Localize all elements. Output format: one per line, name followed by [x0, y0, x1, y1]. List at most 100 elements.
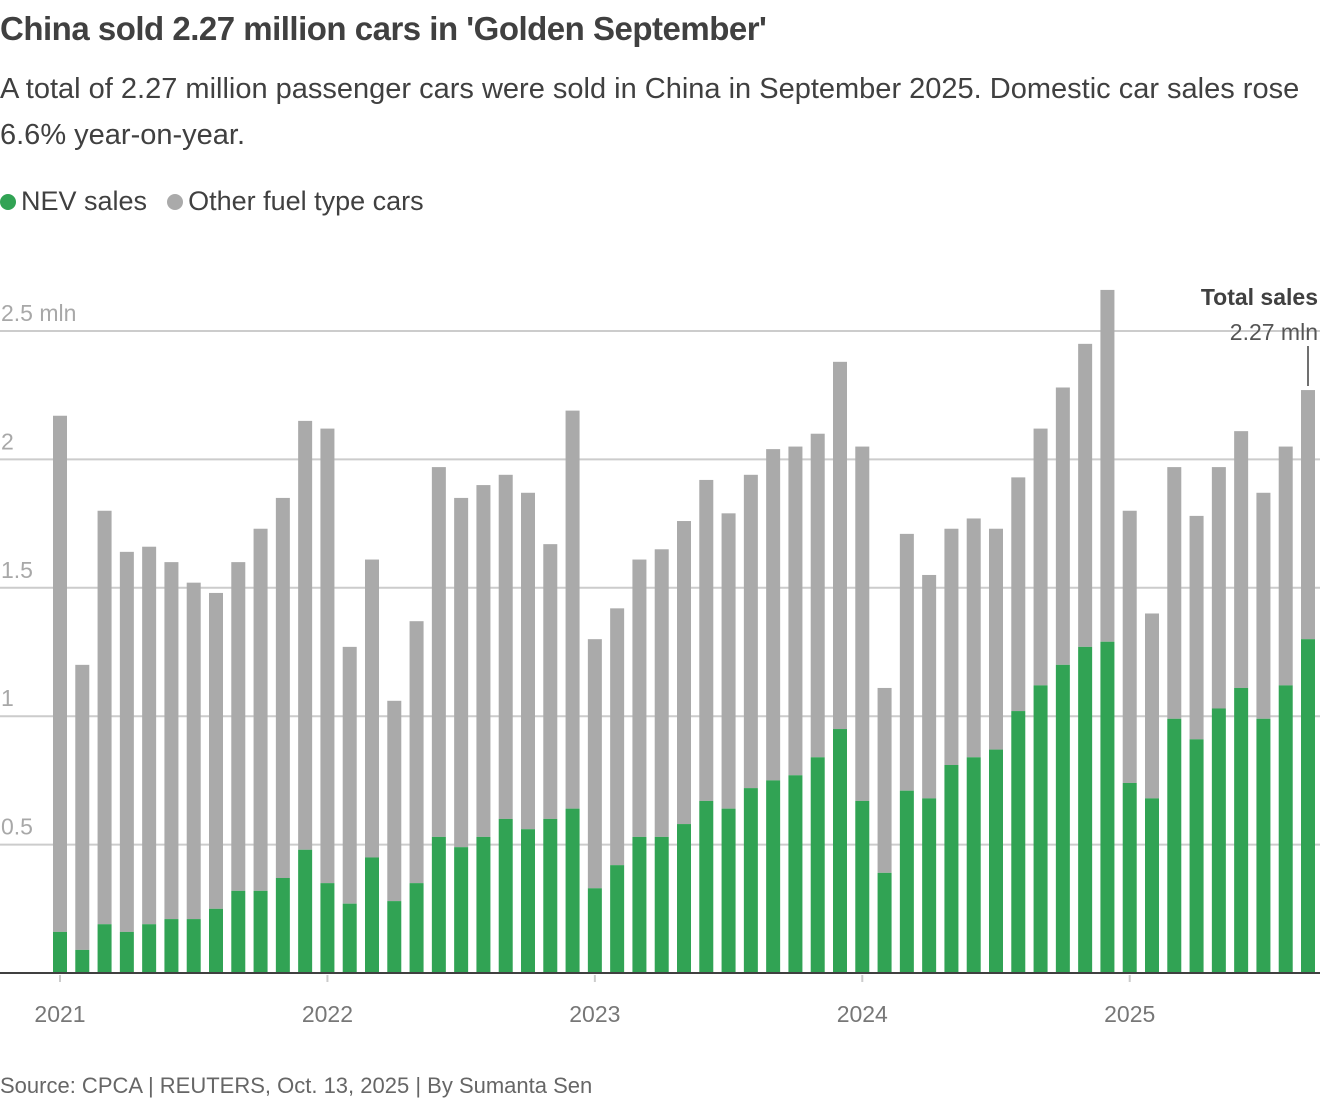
bar-nev — [119, 931, 134, 973]
legend-label-nev: NEV sales — [21, 186, 148, 216]
bar-other-fuel — [721, 513, 736, 809]
bar-other-fuel — [766, 449, 781, 781]
bar-other-fuel — [1100, 289, 1115, 642]
bar-other-fuel — [543, 544, 558, 819]
bar-nev — [699, 800, 714, 973]
x-tick-label: 2021 — [34, 1001, 85, 1027]
bar-nev — [1256, 718, 1271, 973]
bar-other-fuel — [231, 562, 246, 891]
bar-other-fuel — [1055, 387, 1070, 665]
bar-other-fuel — [565, 410, 580, 809]
bar-nev — [342, 903, 357, 973]
bar-nev — [632, 836, 647, 973]
bar-other-fuel — [454, 497, 469, 848]
bar-other-fuel — [1189, 515, 1204, 740]
bar-nev — [476, 836, 491, 973]
bar-nev — [75, 949, 90, 973]
x-tick-label: 2024 — [837, 1001, 888, 1027]
bar-nev — [1167, 718, 1182, 973]
bar-other-fuel — [1167, 467, 1182, 719]
bar-nev — [97, 924, 112, 973]
x-tick-label: 2022 — [302, 1001, 353, 1027]
bar-nev — [186, 919, 201, 973]
bar-other-fuel — [677, 521, 691, 825]
bar-other-fuel — [275, 497, 290, 878]
x-axis: 2021 2022 2023 2024 2025 — [0, 972, 1320, 1027]
chart-title: China sold 2.27 million cars in 'Golden … — [0, 10, 767, 47]
bar-nev — [1145, 798, 1159, 973]
bar-other-fuel — [209, 592, 223, 909]
bar-other-fuel — [1234, 431, 1249, 688]
legend-label-other: Other fuel type cars — [188, 186, 424, 216]
x-tick-label: 2023 — [569, 1001, 620, 1027]
x-tick-label: 2025 — [1104, 1001, 1155, 1027]
bar-other-fuel — [1301, 390, 1315, 640]
y-tick-label: 2 — [1, 428, 14, 454]
bar-other-fuel — [1122, 510, 1137, 783]
bar-other-fuel — [476, 485, 491, 837]
bar-nev — [587, 888, 602, 973]
bar-other-fuel — [833, 361, 847, 730]
bar-nev — [253, 890, 268, 973]
bar-other-fuel — [855, 446, 870, 801]
y-axis-labels: 0.5 1 1.5 2 2.5 mln — [1, 300, 76, 840]
bar-nev — [1011, 711, 1026, 973]
bar-nev — [409, 883, 424, 973]
bar-nev — [922, 798, 937, 973]
bar-nev — [365, 857, 379, 973]
bar-other-fuel — [164, 562, 179, 920]
bar-nev — [1211, 708, 1226, 973]
bar-other-fuel — [1278, 446, 1293, 686]
bar-nev — [966, 757, 981, 973]
bar-other-fuel — [1011, 477, 1026, 712]
bar-other-fuel — [75, 664, 90, 950]
annotation-title: Total sales — [1201, 284, 1318, 310]
bar-nev — [944, 764, 959, 973]
bar-nev — [320, 883, 335, 973]
bar-nev — [1055, 664, 1070, 973]
bar-other-fuel — [387, 700, 402, 902]
source-credit: Source: CPCA | REUTERS, Oct. 13, 2025 | … — [0, 1073, 593, 1098]
bar-nev — [1122, 782, 1137, 973]
bar-other-fuel — [743, 474, 758, 789]
bar-nev — [1189, 739, 1204, 973]
bar-nev — [766, 780, 781, 973]
bar-other-fuel — [922, 574, 937, 799]
bars — [53, 289, 1315, 973]
bar-nev — [454, 847, 469, 973]
bar-nev — [1301, 639, 1315, 973]
bar-nev — [1033, 685, 1048, 973]
bar-nev — [810, 757, 825, 973]
y-tick-label: 0.5 — [1, 814, 33, 840]
bar-other-fuel — [409, 621, 424, 884]
bar-other-fuel — [142, 546, 157, 925]
bar-nev — [387, 901, 402, 973]
bar-nev — [877, 872, 892, 973]
total-sales-annotation: Total sales 2.27 mln — [1201, 284, 1318, 386]
bar-other-fuel — [944, 528, 959, 765]
bar-nev — [565, 808, 580, 973]
bar-other-fuel — [1078, 343, 1093, 647]
bar-nev — [298, 849, 313, 973]
bar-other-fuel — [97, 510, 112, 925]
annotation-value: 2.27 mln — [1230, 319, 1318, 345]
bar-other-fuel — [1145, 613, 1159, 799]
bar-nev — [743, 788, 758, 973]
bar-other-fuel — [365, 559, 379, 858]
bar-other-fuel — [342, 646, 357, 904]
bar-other-fuel — [253, 528, 268, 891]
bar-nev — [989, 749, 1003, 973]
bar-nev — [231, 890, 246, 973]
legend-item-nev: NEV sales — [0, 186, 147, 217]
bar-nev — [142, 924, 157, 973]
bar-other-fuel — [320, 428, 335, 884]
bar-nev — [209, 908, 223, 973]
bar-nev — [677, 824, 691, 973]
bar-nev — [654, 836, 669, 973]
legend-item-other: Other fuel type cars — [167, 186, 424, 217]
bar-nev — [1078, 646, 1093, 973]
bar-other-fuel — [989, 528, 1003, 750]
nev-swatch-icon — [0, 193, 16, 210]
bar-nev — [498, 818, 513, 973]
